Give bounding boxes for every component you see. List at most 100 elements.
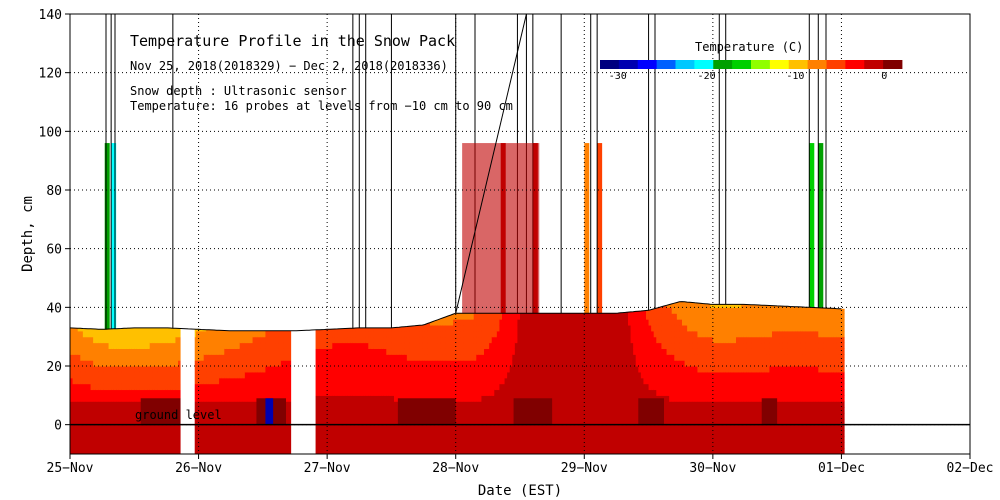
heat-cell [376,371,380,379]
heat-cell [211,348,215,355]
heat-cell [134,371,138,379]
heat-cell [617,324,621,332]
heat-cell [327,389,331,396]
heat-cell [427,424,431,432]
heat-cell [270,342,274,349]
heat-cell [275,360,279,367]
heat-cell [607,395,611,402]
heat-cell [363,327,367,332]
heat-cell [504,366,508,373]
heat-cell [473,418,477,426]
heat-cell [602,418,606,426]
heat-cell [566,313,570,320]
heat-cell [219,354,223,361]
heat-cell [216,366,220,373]
heat-cell [316,389,321,396]
heat-cell [355,424,359,432]
heat-cell [234,401,238,408]
heat-cell [502,366,506,373]
heat-cell [455,324,459,332]
heat-cell [486,371,490,379]
heat-cell [473,389,477,396]
heat-cell [514,377,519,385]
heat-cell [633,348,637,355]
heat-cell [388,354,393,361]
heat-cell [157,366,161,373]
heat-cell [520,336,524,344]
heat-cell [88,360,92,367]
heat-cell [424,354,429,361]
heat-cell [466,336,470,344]
heat-cell [391,330,395,338]
heat-cell [576,348,580,355]
heat-cell [610,383,614,391]
heat-cell [414,354,418,361]
heat-cell [509,348,513,355]
heat-cell [90,395,94,402]
heat-cell [98,329,102,332]
heat-cell [589,354,593,361]
heat-cell [170,354,174,361]
heat-cell [131,389,135,396]
heat-cell [268,366,272,373]
heat-cell [409,377,413,385]
heat-cell [535,360,539,367]
heat-cell [414,383,418,391]
heat-cell [365,424,369,432]
heat-cell [360,412,364,420]
heat-cell [229,412,233,420]
heat-cell [255,336,259,344]
heat-cell [450,424,454,432]
heat-cell [286,377,290,385]
heat-cell [288,360,292,367]
heat-cell [553,360,557,367]
heat-cell [88,336,92,344]
heat-cell [208,342,213,349]
heat-cell [324,412,328,420]
heat-cell [316,329,321,332]
heat-cell [250,407,254,414]
heat-cell [550,366,555,373]
heat-cell [612,395,616,402]
heat-cell [494,383,498,391]
heat-cell [273,342,277,349]
heat-cell [370,360,375,367]
heat-cell [314,360,318,367]
heat-cell [286,330,290,338]
heat-cell [283,377,287,385]
heat-cell [340,389,344,396]
heat-cell [329,371,333,379]
heat-cell [147,342,151,349]
heat-cell [95,395,99,402]
heat-cell [399,371,403,379]
heat-cell [255,377,259,385]
heat-cell [136,401,141,408]
heat-cell [460,395,465,402]
heat-cell [535,342,539,349]
heat-cell [273,377,277,385]
heat-cell [373,418,377,426]
heat-cell [219,348,223,355]
heat-cell [365,395,369,402]
heat-cell [394,360,398,367]
heat-cell [561,330,565,338]
heat-cell [95,360,99,367]
heat-cell [430,360,434,367]
heat-cell [535,336,539,344]
heat-cell [532,336,537,344]
heat-cell [257,336,261,344]
heat-cell [131,354,135,361]
heat-cell [157,360,161,367]
heat-cell [527,383,531,391]
heat-cell [250,418,254,426]
heat-cell [98,424,102,432]
heat-cell [561,401,565,408]
heat-cell [419,348,423,355]
heat-cell [75,395,79,402]
heat-cell [211,424,215,432]
heat-cell [471,377,475,385]
heat-cell [440,348,444,355]
heat-cell [116,389,120,396]
heat-cell [478,371,483,379]
heat-cell [88,328,92,332]
